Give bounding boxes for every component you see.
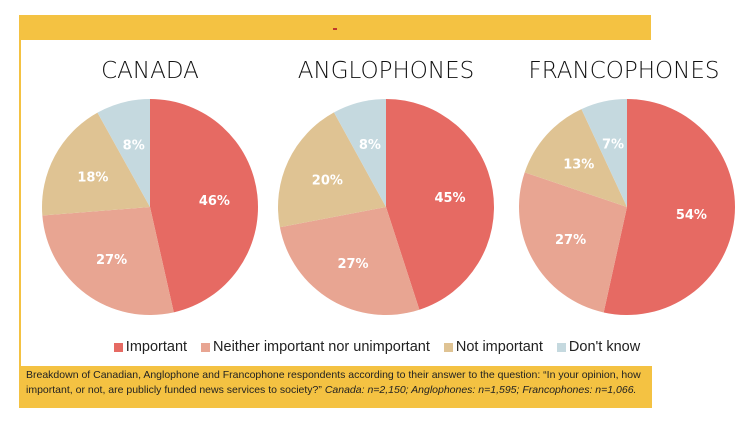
caption-sample-sizes: Canada: n=2,150; Anglophones: n=1,595; F… — [321, 384, 637, 396]
pie-slice — [42, 207, 174, 315]
pie-slice — [519, 172, 627, 313]
pie-slice — [278, 112, 386, 228]
pie-slice — [386, 99, 494, 310]
slice-label: 18% — [77, 170, 108, 185]
legend-swatch — [443, 342, 453, 352]
pie-slice — [581, 99, 627, 207]
legend-swatch — [556, 342, 566, 352]
slice-label: 7% — [602, 138, 624, 153]
slice-label: 20% — [312, 173, 343, 188]
legend-item-dont-know: Don't know — [556, 339, 641, 355]
slice-label: 54% — [676, 208, 707, 223]
pie-title: FRANCOPHONES — [529, 58, 720, 84]
header-mark — [333, 28, 337, 30]
slice-label: 46% — [199, 194, 230, 209]
legend-label: Don't know — [568, 339, 641, 355]
legend-swatch — [201, 342, 211, 352]
frame-left-border — [19, 40, 21, 366]
slice-label: 27% — [96, 253, 127, 268]
pie-slice — [333, 99, 386, 207]
slice-label: 27% — [555, 233, 586, 248]
pie-slice — [603, 99, 736, 315]
pie-slice — [42, 112, 150, 216]
caption: Breakdown of Canadian, Anglophone and Fr… — [19, 366, 652, 408]
legend-label: Neither important nor unimportant — [213, 339, 430, 355]
legend-label: Important — [125, 339, 188, 355]
legend-item-not-important: Not important — [443, 339, 543, 355]
legend-item-important: Important — [113, 339, 188, 355]
slice-label: 45% — [434, 191, 465, 206]
header-bar — [19, 15, 651, 40]
legend: Important Neither important nor unimport… — [0, 339, 754, 355]
pie-title: ANGLOPHONES — [298, 58, 474, 84]
legend-swatch — [113, 342, 123, 352]
legend-label: Not important — [455, 339, 543, 355]
slice-label: 8% — [359, 138, 381, 153]
caption-text: Breakdown of Canadian, Anglophone and Fr… — [26, 369, 641, 396]
slice-label: 8% — [123, 138, 145, 153]
pie-slice — [97, 99, 150, 207]
pie-slice — [524, 109, 627, 207]
slice-label: 13% — [563, 158, 594, 173]
slice-label: 27% — [337, 257, 368, 272]
pie-slice — [279, 207, 420, 316]
legend-item-neither: Neither important nor unimportant — [201, 339, 430, 355]
pie-title: CANADA — [101, 58, 199, 84]
pie-slice — [150, 99, 258, 313]
